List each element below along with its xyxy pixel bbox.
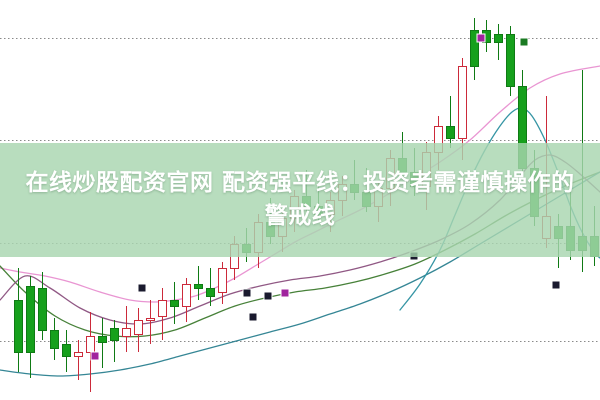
signal-marker-sell-signal: [551, 280, 561, 290]
signal-marker-sell-signal: [248, 312, 258, 322]
candlestick: [26, 276, 35, 378]
signal-marker-sell-signal: [137, 283, 147, 293]
signal-marker-buy-signal: [476, 33, 486, 43]
signal-marker-sell-signal: [242, 288, 252, 298]
candlestick: [50, 318, 59, 360]
candlestick: [110, 320, 119, 362]
signal-marker-sell-signal: [263, 291, 273, 301]
candlestick: [194, 266, 203, 300]
candlestick: [98, 318, 107, 368]
candlestick: [446, 96, 455, 148]
candlestick: [182, 278, 191, 322]
candlestick: [506, 26, 515, 96]
signal-marker-buy-signal: [90, 351, 100, 361]
candlestick: [86, 312, 95, 392]
candlestick: [74, 340, 83, 380]
candlestick: [494, 24, 503, 60]
candlestick: [62, 330, 71, 372]
signal-marker-sell-signal: [409, 251, 419, 261]
candlestick: [38, 272, 47, 340]
candlestick: [146, 300, 155, 344]
candlestick: [158, 288, 167, 340]
candlestick: [218, 262, 227, 304]
candlestick: [134, 308, 143, 352]
signal-marker-buy-signal: [280, 288, 290, 298]
candlestick: [206, 268, 215, 306]
signal-marker-sell-signal: [519, 37, 529, 47]
candlestick: [122, 306, 131, 352]
candlestick: [470, 18, 479, 80]
candlestick: [170, 282, 179, 324]
candlestick: [14, 268, 23, 372]
